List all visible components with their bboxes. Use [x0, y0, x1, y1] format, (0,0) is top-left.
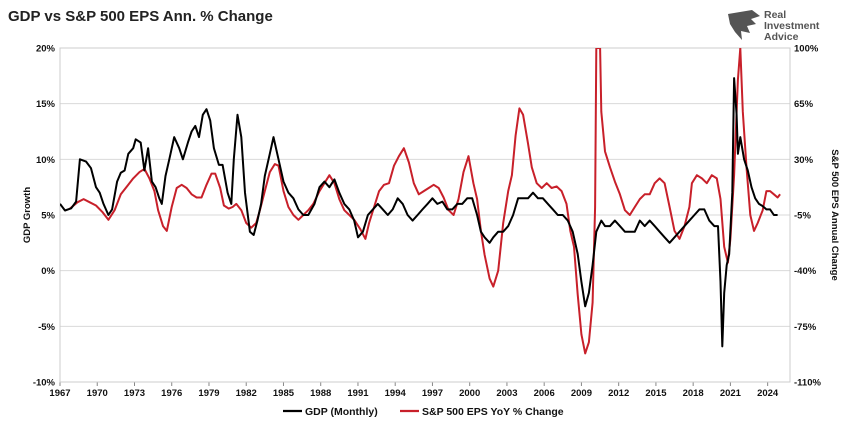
x-tick-label: 2012 — [608, 388, 629, 399]
brand-line-3: Advice — [764, 31, 799, 43]
left-axis-ticks: 20% 15% 10% 5% 0% -5% -10% — [33, 44, 56, 389]
x-tick-label: 2003 — [496, 388, 517, 399]
chart-title: GDP vs S&P 500 EPS Ann. % Change — [8, 8, 273, 25]
right-tick-label: -75% — [794, 322, 817, 333]
x-tick-label: 2015 — [645, 388, 667, 399]
x-tick-label: 1985 — [273, 388, 295, 399]
left-tick-label: -10% — [33, 378, 56, 389]
x-axis-ticks: 1967 1970 1973 1976 1979 1982 1985 1988 1991 1994… — [49, 382, 779, 399]
series-line-gdp — [60, 77, 778, 348]
x-tick-label: 2018 — [683, 388, 704, 399]
eagle-logo-icon — [728, 10, 760, 40]
x-tick-label: 2021 — [720, 388, 742, 399]
x-tick-label: 1997 — [422, 388, 443, 399]
left-tick-label: 5% — [41, 211, 55, 222]
x-tick-label: 1967 — [49, 388, 70, 399]
brand-line-1: Real — [764, 9, 786, 21]
legend-label-gdp: GDP (Monthly) — [305, 406, 378, 418]
x-tick-label: 1970 — [87, 388, 108, 399]
right-tick-label: -110% — [794, 378, 821, 389]
left-tick-label: 0% — [41, 266, 55, 277]
gridlines — [60, 103, 790, 327]
left-tick-label: 15% — [36, 99, 56, 110]
x-tick-label: 1988 — [310, 388, 331, 399]
x-tick-label: 2006 — [534, 388, 555, 399]
x-tick-label: 1994 — [385, 388, 407, 399]
left-tick-label: -5% — [38, 322, 55, 333]
right-tick-label: -5% — [794, 211, 811, 222]
right-tick-label: 30% — [794, 155, 814, 166]
right-axis-title: S&P 500 EPS Annual Change — [829, 149, 840, 280]
right-axis-ticks: 100% 65% 30% -5% -40% -75% -110% — [794, 44, 821, 389]
left-tick-label: 10% — [36, 155, 56, 166]
x-tick-label: 2024 — [757, 388, 779, 399]
legend-label-eps: S&P 500 EPS YoY % Change — [422, 406, 564, 418]
right-tick-label: -40% — [794, 266, 817, 277]
x-tick-label: 1979 — [198, 388, 219, 399]
plot-border — [59, 47, 791, 383]
x-tick-label: 1982 — [236, 388, 257, 399]
x-tick-label: 2009 — [571, 388, 592, 399]
left-tick-label: 20% — [36, 44, 56, 55]
series-line-eps — [69, 48, 781, 355]
series-lines — [60, 48, 781, 355]
right-tick-label: 100% — [794, 44, 819, 55]
legend: GDP (Monthly) S&P 500 EPS YoY % Change — [283, 406, 564, 418]
x-tick-label: 1976 — [161, 388, 182, 399]
x-tick-label: 2000 — [459, 388, 480, 399]
x-tick-label: 1973 — [124, 388, 145, 399]
right-tick-label: 65% — [794, 99, 814, 110]
brand-logo: Real Investment Advice — [728, 9, 820, 43]
x-tick-label: 1991 — [347, 388, 369, 399]
left-axis-title: GDP Growth — [22, 187, 33, 243]
brand-line-2: Investment — [764, 20, 820, 32]
